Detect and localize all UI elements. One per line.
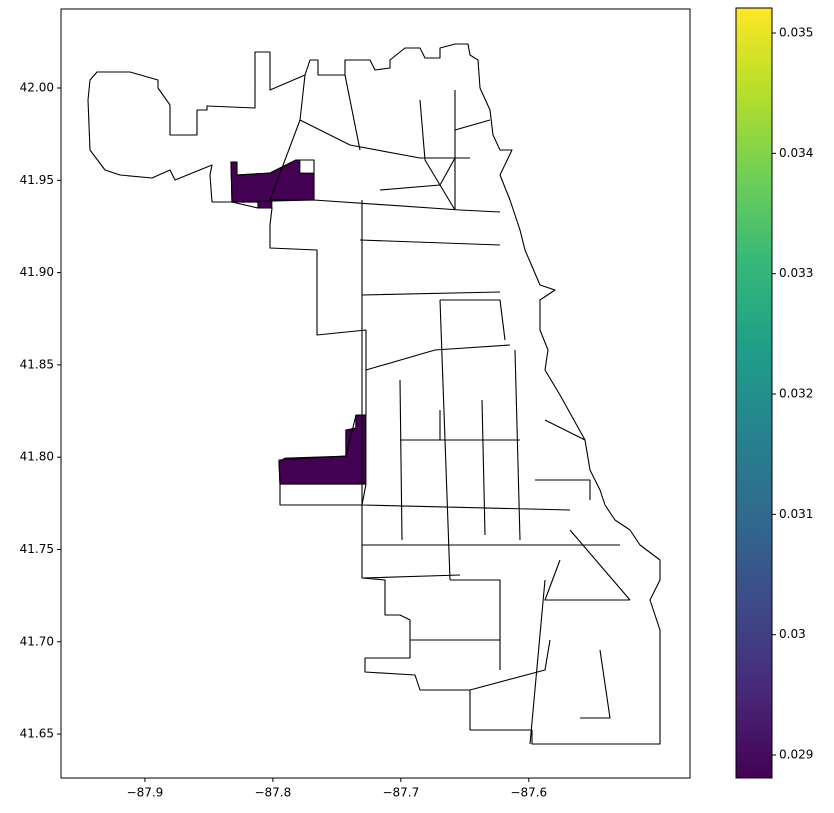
x-tick-label: −87.7 [382,786,419,800]
y-tick-label: 42.00 [20,81,54,95]
x-tick-label: −87.9 [127,786,164,800]
y-tick-label: 41.85 [20,357,54,371]
colorbar-tick-label: 0.035 [779,26,813,40]
colorbar [735,7,773,779]
colorbar-tick-label: 0.03 [779,627,806,641]
colorbar-tick-label: 0.032 [779,387,813,401]
y-tick-label: 41.95 [20,173,54,187]
region [278,414,367,485]
colorbar-tick-label: 0.031 [779,507,813,521]
colorbar-tick-label: 0.033 [779,266,813,280]
y-tick-label: 41.90 [20,265,54,279]
axes-frame [60,8,691,779]
y-tick-label: 41.65 [20,727,54,741]
y-tick-label: 41.80 [20,450,54,464]
community-outlines [87,43,661,745]
community-borders [230,74,631,745]
y-tick-label: 41.75 [20,542,54,556]
x-tick-label: −87.6 [510,786,547,800]
x-tick-label: −87.8 [254,786,291,800]
regions [230,159,367,485]
y-tick-label: 41.70 [20,634,54,648]
city-boundary [87,43,661,745]
colorbar-tick-label: 0.029 [779,748,813,762]
colorbar-tick-label: 0.034 [779,146,813,160]
